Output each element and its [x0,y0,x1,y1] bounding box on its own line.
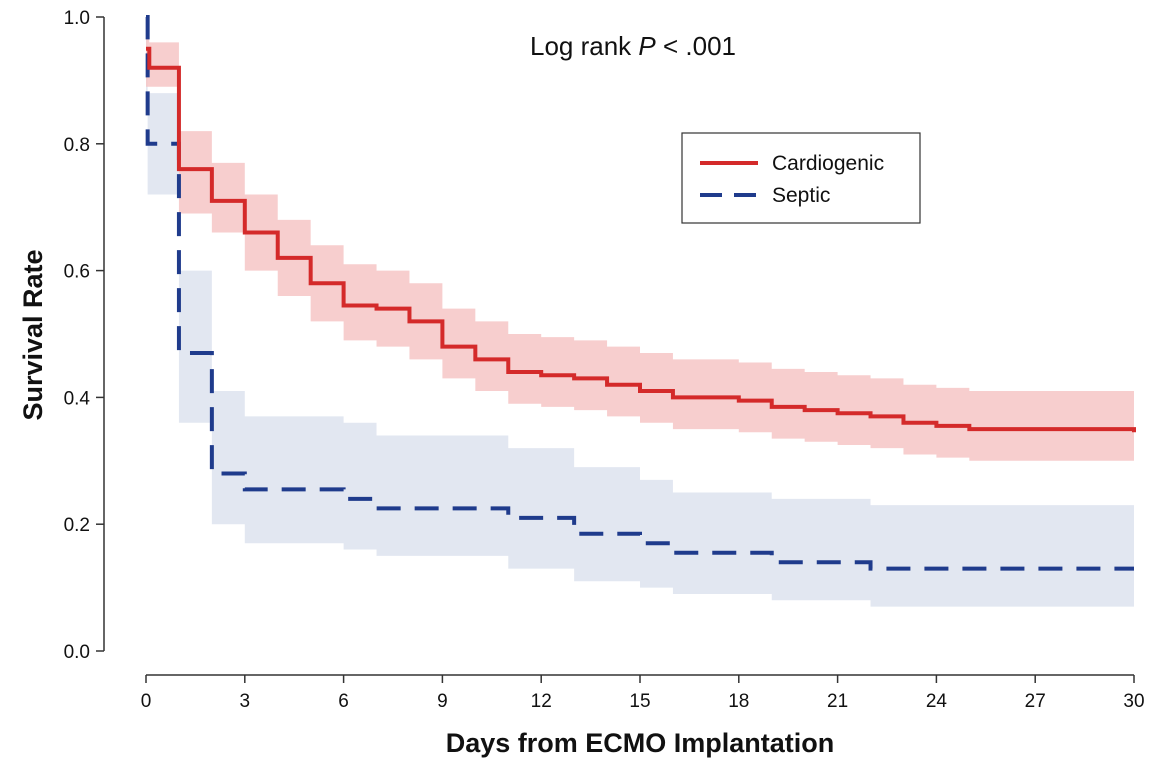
y-tick-label: 0.6 [64,262,90,283]
y-tick-label: 1.0 [64,8,90,29]
x-tick-label: 12 [531,691,552,712]
survival-curve-septic [145,15,1134,571]
legend-box [681,132,921,224]
y-axis-title: Survival Rate [18,249,48,420]
x-tick-label: 6 [338,691,349,712]
survival-curves [145,15,1136,571]
y-axis-ticks: 0.0 0.2 0.4 0.6 0.8 1.0 [64,8,104,663]
confidence-band-septic [146,17,1134,607]
confidence-band-cardiogenic [146,23,1134,461]
y-tick-label: 0.4 [64,388,91,409]
survival-curve-cardiogenic [146,46,1136,433]
x-tick-label: 30 [1123,691,1144,712]
annotation-suffix: < .001 [656,31,736,61]
x-tick-label: 21 [827,691,848,712]
x-tick-label: 27 [1025,691,1046,712]
annotation-prefix: Log rank [530,31,638,61]
legend-label-cardiogenic: Cardiogenic [772,152,884,175]
y-tick-label: 0.2 [64,515,90,536]
x-tick-label: 0 [141,691,152,712]
log-rank-annotation: Log rank P < .001 [530,31,736,61]
x-tick-label: 15 [629,691,650,712]
axes: 0 3 6 9 12 15 18 21 24 27 30 0.0 0.2 0.4 0.6 0.8 1.0 [64,8,1145,712]
confidence-bands [146,17,1134,607]
x-tick-label: 9 [437,691,448,712]
x-axis-ticks: 0 3 6 9 12 15 18 21 24 27 30 [141,675,1145,712]
annotation-italic: P [638,31,656,61]
x-axis-title: Days from ECMO Implantation [446,728,835,758]
y-tick-label: 0.8 [64,135,90,156]
x-tick-label: 3 [240,691,251,712]
y-tick-label: 0.0 [64,642,90,663]
legend: Cardiogenic Septic [681,132,921,224]
legend-label-septic: Septic [772,184,830,207]
x-tick-label: 18 [728,691,749,712]
x-tick-label: 24 [926,691,948,712]
